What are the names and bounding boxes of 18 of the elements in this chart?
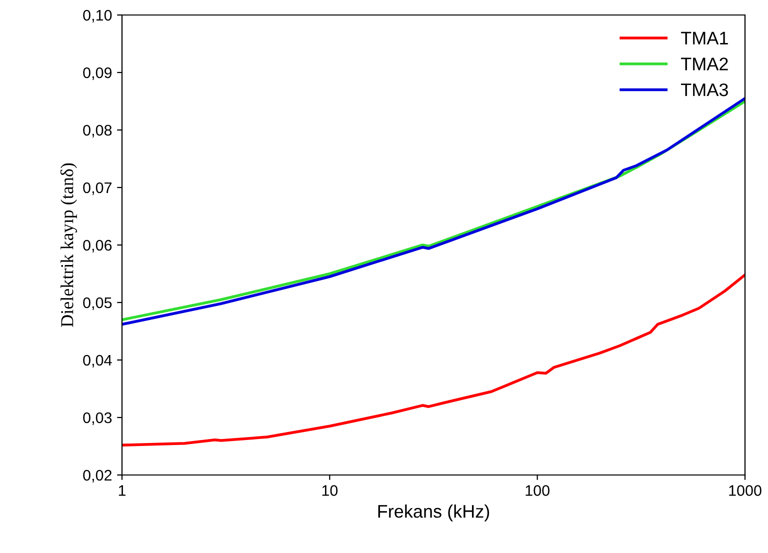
y-tick-label: 0,07 [83, 182, 112, 195]
y-tick-label: 0,06 [83, 240, 112, 252]
x-axis-title: Frekans (kHz) [378, 504, 490, 522]
x-tick-label: 1 [118, 485, 126, 496]
x-tick-label: 10 [322, 485, 338, 496]
y-tick-label: 0,02 [83, 470, 112, 482]
legend-label: TMA3 [681, 83, 728, 96]
y-tick-label: 0,03 [83, 412, 112, 425]
legend-label: TMA2 [681, 58, 728, 70]
y-tick-label: 0,08 [83, 124, 112, 138]
y-tick-label: 0,10 [83, 10, 112, 22]
y-axis-title: Dielektrik kayıp (tanδ) [60, 163, 77, 327]
legend-label: TMA1 [681, 32, 728, 44]
y-tick-label: 0,04 [83, 354, 112, 368]
x-tick-label: 100 [526, 485, 550, 496]
y-tick-label: 0,09 [83, 67, 112, 80]
y-tick-label: 0,05 [83, 297, 112, 310]
x-tick-label: 1000 [729, 485, 762, 496]
